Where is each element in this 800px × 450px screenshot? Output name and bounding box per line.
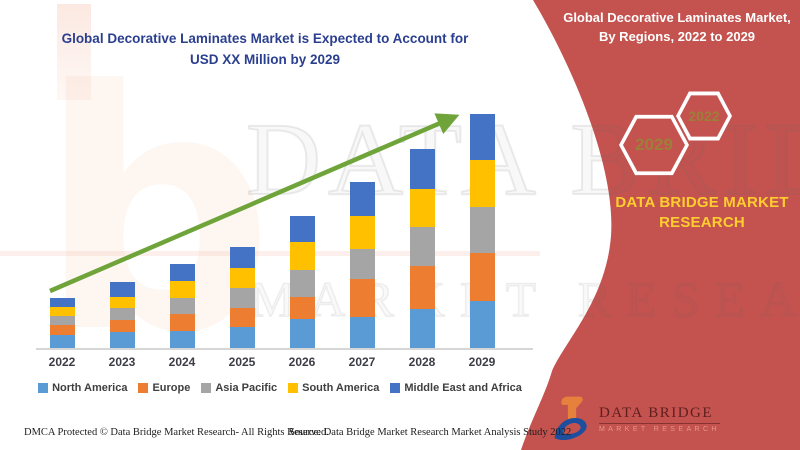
footer-dmca-text: DMCA Protected © Data Bridge Market Rese…: [24, 427, 329, 438]
bar-segment-2028-north-america: [409, 309, 435, 348]
bar-segment-2026-middle-east-and-africa: [289, 216, 315, 242]
bar-segment-2022-middle-east-and-africa: [49, 298, 75, 307]
data-bridge-logo-icon: [554, 396, 587, 441]
legend: North America Europe Asia Pacific South Ame…: [10, 382, 550, 394]
bar-segment-2023-europe: [109, 320, 135, 332]
x-axis-label-2024: 2024: [168, 355, 196, 369]
legend-item-asia-pacific: Asia Pacific: [201, 382, 277, 394]
bar-segment-2024-north-america: [169, 331, 195, 348]
legend-label-europe: Europe: [152, 382, 191, 394]
legend-swatch-asia-pacific: [201, 383, 212, 393]
bar-segment-2024-europe: [169, 314, 195, 331]
bar-segment-2028-asia-pacific: [409, 227, 435, 266]
bar-segment-2025-europe: [229, 308, 255, 327]
bar-segment-2029-europe: [469, 253, 495, 301]
bar-segment-2025-middle-east-and-africa: [229, 247, 255, 268]
bar-segment-2029-middle-east-and-africa: [469, 114, 495, 160]
bar-segment-2028-europe: [409, 266, 435, 309]
bar-segment-2022-europe: [49, 325, 75, 335]
bar-segment-2028-middle-east-and-africa: [409, 149, 435, 189]
bar-segment-2025-north-america: [229, 327, 255, 348]
legend-swatch-south-america: [288, 383, 299, 393]
hexagon-2022: 2022: [676, 91, 732, 141]
legend-swatch-europe: [138, 383, 149, 393]
bar-segment-2027-north-america: [349, 317, 375, 348]
legend-label-south-america: South America: [302, 382, 380, 394]
bar-segment-2028-south-america: [409, 189, 435, 227]
legend-swatch-middle-east-and-africa: [390, 383, 401, 393]
legend-item-south-america: South America: [288, 382, 379, 394]
bar-segment-2024-asia-pacific: [169, 298, 195, 314]
bar-segment-2023-north-america: [109, 332, 135, 348]
banner-title: Global Decorative Laminates Market, By R…: [556, 8, 798, 46]
hexagon-2029: 2029: [619, 114, 689, 176]
bar-segment-2024-middle-east-and-africa: [169, 264, 195, 281]
legend-item-middle-east-and-africa: Middle East and Africa: [390, 382, 522, 394]
bar-segment-2027-asia-pacific: [349, 249, 375, 279]
legend-label-north-america: North America: [52, 382, 128, 394]
bar-segment-2025-south-america: [229, 268, 255, 288]
bar-segment-2026-south-america: [289, 242, 315, 270]
chart-title-line2: USD XX Million by 2029: [189, 52, 341, 67]
bar-segment-2023-asia-pacific: [109, 308, 135, 320]
brand-line1: DATA BRIDGE MARKET: [615, 194, 789, 211]
banner-title-line2: By Regions, 2022 to 2029: [598, 29, 756, 44]
legend-label-middle-east-and-africa: Middle East and Africa: [404, 382, 522, 394]
bar-segment-2027-south-america: [349, 216, 375, 249]
brand-wordmark: DATA BRIDGE MARKET RESEARCH: [612, 193, 792, 233]
chart-title-line1: Global Decorative Laminates Market is Ex…: [61, 31, 469, 46]
legend-item-north-america: North America: [38, 382, 127, 394]
legend-item-europe: Europe: [138, 382, 190, 394]
bar-segment-2026-asia-pacific: [289, 270, 315, 297]
bar-segment-2022-north-america: [49, 335, 75, 348]
bar-segment-2029-south-america: [469, 160, 495, 207]
bar-segment-2023-middle-east-and-africa: [109, 282, 135, 297]
x-axis-label-2028: 2028: [408, 355, 436, 369]
chart-title: Global Decorative Laminates Market is Ex…: [30, 28, 500, 70]
logo-text: DATA BRIDGE MARKET RESEARCH: [599, 405, 720, 433]
bar-segment-2027-middle-east-and-africa: [349, 182, 375, 216]
bar-segment-2023-south-america: [109, 297, 135, 308]
x-axis-label-2026: 2026: [288, 355, 316, 369]
data-bridge-logo: DATA BRIDGE MARKET RESEARCH: [551, 395, 720, 443]
x-axis-label-2025: 2025: [228, 355, 256, 369]
bar-segment-2027-europe: [349, 279, 375, 317]
bar-segment-2024-south-america: [169, 281, 195, 298]
legend-swatch-north-america: [38, 383, 49, 393]
bar-segment-2029-asia-pacific: [469, 207, 495, 253]
trend-arrow-line: [49, 113, 460, 294]
hexagon-2022-label: 2022: [680, 95, 728, 137]
logo-subtitle: MARKET RESEARCH: [599, 426, 720, 433]
bar-segment-2029-north-america: [469, 301, 495, 348]
x-axis-line: [36, 348, 533, 350]
legend-label-asia-pacific: Asia Pacific: [215, 382, 278, 394]
x-axis-label-2029: 2029: [468, 355, 496, 369]
bar-segment-2026-europe: [289, 297, 315, 319]
logo-name: DATA BRIDGE: [599, 405, 720, 424]
footer-source-text: Source: Data Bridge Market Research Mark…: [289, 427, 572, 438]
red-ribbon-path: [521, 0, 800, 450]
hexagon-2029-label: 2029: [623, 118, 685, 172]
bar-segment-2022-south-america: [49, 307, 75, 316]
x-axis-label-2022: 2022: [48, 355, 76, 369]
x-axis-label-2023: 2023: [108, 355, 136, 369]
x-axis-label-2027: 2027: [348, 355, 376, 369]
brand-line2: RESEARCH: [659, 214, 745, 231]
bar-segment-2022-asia-pacific: [49, 316, 75, 325]
banner-title-line1: Global Decorative Laminates Market,: [563, 10, 791, 25]
bar-segment-2025-asia-pacific: [229, 288, 255, 308]
bar-segment-2026-north-america: [289, 319, 315, 348]
